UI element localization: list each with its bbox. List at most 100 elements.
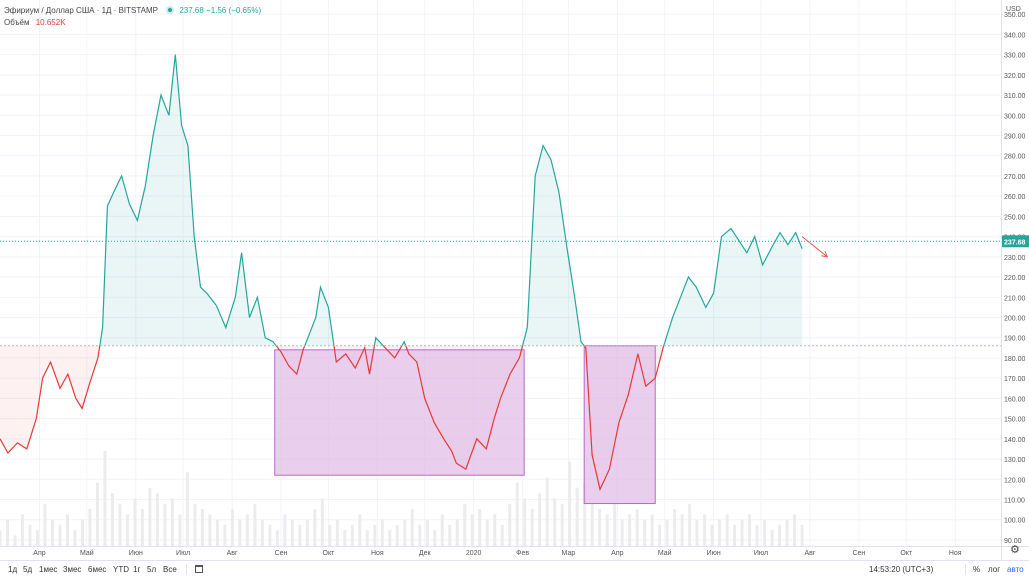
time-tick-label: Дек [419, 550, 432, 557]
range-button-1y[interactable]: 1г [133, 565, 141, 574]
volume-bar [155, 493, 159, 546]
volume-bar [343, 530, 347, 546]
time-axis[interactable]: Апр Май Июн Июл Авг Сен Окт Ноя Дек 2020 Фев Мар Апр… [0, 546, 1029, 560]
volume-bar [583, 482, 587, 546]
volume-bar [365, 530, 369, 546]
volume-bar [763, 519, 767, 546]
live-status-icon [166, 6, 175, 14]
volume-bar [298, 524, 302, 546]
volume-bar [485, 519, 489, 546]
volume-bar [28, 524, 32, 546]
price-tick-label: 280.00 [1004, 154, 1026, 161]
toolbar-divider [965, 564, 966, 575]
price-line [0, 54, 803, 492]
chart-legend: Эфириум / Доллар США · 1Д · BITSTAMP 237… [4, 5, 261, 29]
volume-bar [590, 503, 594, 546]
time-tick-label: Окт [323, 550, 336, 557]
range-button-5d[interactable]: 5д [23, 565, 33, 574]
volume-bar [710, 524, 714, 546]
volume-bar [290, 519, 294, 546]
time-tick-label: Сен [852, 550, 865, 557]
volume-bar [410, 509, 414, 546]
volume-bar [740, 519, 744, 546]
price-line-up [99, 54, 803, 346]
volume-bar [335, 519, 339, 546]
time-tick-label: Фев [516, 550, 529, 557]
price-tick-label: 340.00 [1004, 32, 1026, 39]
symbol-title[interactable]: Эфириум / Доллар США · 1Д · BITSTAMP [4, 6, 158, 15]
range-box[interactable] [274, 349, 525, 476]
time-tick-label: Июн [707, 550, 721, 557]
volume-bar [403, 519, 407, 546]
volume-bar [448, 524, 452, 546]
volume-bar [463, 503, 467, 546]
price-tick-label: 170.00 [1004, 376, 1026, 383]
currency-label[interactable]: USD [1006, 6, 1021, 13]
volume-label: Объём [4, 18, 30, 27]
volume-bar [133, 498, 137, 546]
gear-icon[interactable]: ⚙ [1010, 544, 1020, 556]
range-button-1d[interactable]: 1д [8, 565, 18, 574]
volume-bar [733, 524, 737, 546]
volume-bar [635, 509, 639, 546]
volume-bar [718, 519, 722, 546]
volume-bar [568, 461, 572, 546]
price-chart[interactable]: 90.00 100.00 110.00 120.00 130.00 140.00 150.0… [0, 0, 1029, 560]
volume-bar [560, 503, 564, 546]
volume-bar [793, 514, 797, 546]
price-tick-label: 110.00 [1004, 497, 1025, 504]
volume-value: 10.652K [35, 18, 66, 27]
volume-bar [313, 509, 317, 546]
price-tick-label: 120.00 [1004, 477, 1026, 484]
range-boxes[interactable] [274, 345, 656, 505]
volume-bar [215, 519, 219, 546]
volume-bar [478, 509, 482, 546]
price-tick-label: 210.00 [1004, 295, 1026, 302]
volume-bar [703, 514, 707, 546]
time-tick-label: Мар [562, 550, 576, 557]
volume-bar [598, 509, 602, 546]
volume-bar [163, 503, 167, 546]
percent-scale-toggle[interactable]: % [973, 565, 981, 574]
time-tick-label: Май [80, 549, 94, 557]
auto-scale-toggle[interactable]: авто [1007, 565, 1024, 574]
range-button-6m[interactable]: 6мес [88, 565, 107, 574]
time-tick-label: Сен [275, 550, 288, 557]
volume-bar [260, 519, 264, 546]
time-tick-label: 2020 [466, 550, 482, 557]
volume-bar [673, 509, 677, 546]
range-button-ytd[interactable]: YTD [113, 565, 129, 574]
range-button-1m[interactable]: 1мес [39, 565, 58, 574]
volume-bar [43, 503, 47, 546]
range-box[interactable] [583, 345, 656, 505]
volume-bar [65, 514, 69, 546]
volume-bar [245, 514, 249, 546]
time-tick-label: Авг [804, 550, 815, 557]
volume-bar [0, 530, 2, 546]
clock-readout[interactable]: 14:53:20 (UTC+3) [869, 565, 934, 574]
price-tick-label: 350.00 [1004, 12, 1026, 19]
range-button-all[interactable]: Все [163, 565, 177, 574]
time-tick-label: Апр [611, 550, 623, 557]
price-tick-label: 310.00 [1004, 93, 1026, 100]
bottom-toolbar: 1д 5д 1мес 3мес 6мес YTD 1г 5л Все 14:53… [0, 560, 1029, 578]
volume-bar [95, 482, 99, 546]
range-button-3m[interactable]: 3мес [63, 565, 82, 574]
log-scale-toggle[interactable]: лог [988, 565, 1001, 574]
volume-bar [395, 524, 399, 546]
time-tick-label: Июл [176, 550, 190, 557]
range-button-5y[interactable]: 5л [147, 565, 157, 574]
price-axis[interactable]: 90.00 100.00 110.00 120.00 130.00 140.00 150.0… [1001, 0, 1029, 560]
price-tick-label: 290.00 [1004, 133, 1026, 140]
price-tick-label: 220.00 [1004, 275, 1026, 282]
volume-bar [253, 503, 257, 546]
calendar-icon[interactable] [195, 565, 203, 573]
price-tick-label: 180.00 [1004, 356, 1026, 363]
volume-bar [545, 477, 549, 546]
price-tick-label: 150.00 [1004, 417, 1026, 424]
trend-arrow[interactable] [801, 236, 828, 258]
price-tick-label: 320.00 [1004, 73, 1026, 80]
volume-bar [530, 509, 534, 546]
volume-bar [628, 514, 632, 546]
volume-bar [493, 514, 497, 546]
